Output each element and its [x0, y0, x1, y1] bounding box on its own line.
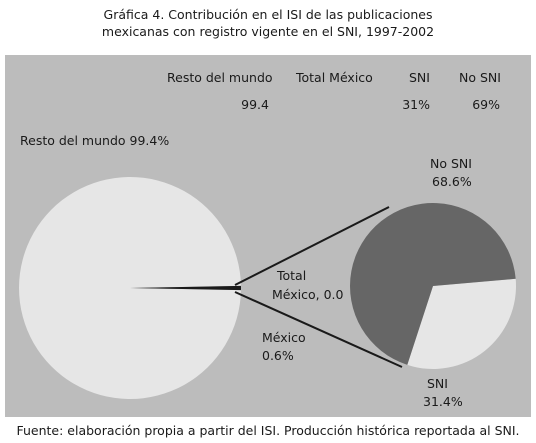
main-pie-slice-mexico [130, 285, 242, 291]
table-header-sni: SNI [409, 70, 430, 85]
main-pie-slice-resto [19, 177, 241, 399]
main-pie [19, 177, 242, 399]
table-header-no-sni: No SNI [459, 70, 501, 85]
label-mexico-name: México [262, 330, 306, 345]
chart-title-line-2: mexicanas con registro vigente en el SNI… [101, 24, 435, 39]
label-sni-name: SNI [427, 376, 448, 391]
label-no-sni-name: No SNI [430, 156, 472, 171]
source-note: Fuente: elaboración propia a partir del … [16, 423, 520, 438]
table-header-resto: Resto del mundo [167, 70, 273, 85]
label-mexico-value: 0.6% [262, 348, 294, 363]
table-value-sni: 31% [402, 97, 430, 112]
table-value-no-sni: 69% [472, 97, 500, 112]
label-sni-value: 31.4% [423, 394, 463, 409]
connector-line-top [234, 206, 390, 286]
label-total-mexico-line-2: México, 0.0 [272, 287, 344, 302]
connector-line-bottom [234, 291, 403, 368]
table-header-total-mexico: Total México [295, 70, 373, 85]
label-no-sni-value: 68.6% [432, 174, 472, 189]
breakdown-pie [349, 203, 516, 370]
label-total-mexico-line-1: Total [276, 268, 306, 283]
chart-title: Gráfica 4. Contribución en el ISI de las… [0, 6, 536, 40]
breakdown-pie-slice-no-sni [349, 203, 516, 365]
chart-panel: Resto del mundo Total México SNI No SNI … [5, 55, 531, 417]
table-value-resto: 99.4 [241, 97, 269, 112]
pie-of-pie-chart: Resto del mundo Total México SNI No SNI … [19, 70, 516, 409]
breakdown-pie-slice-sni [407, 278, 516, 370]
label-resto-del-mundo: Resto del mundo 99.4% [20, 133, 169, 148]
chart-title-line-1: Gráfica 4. Contribución en el ISI de las… [103, 7, 433, 22]
